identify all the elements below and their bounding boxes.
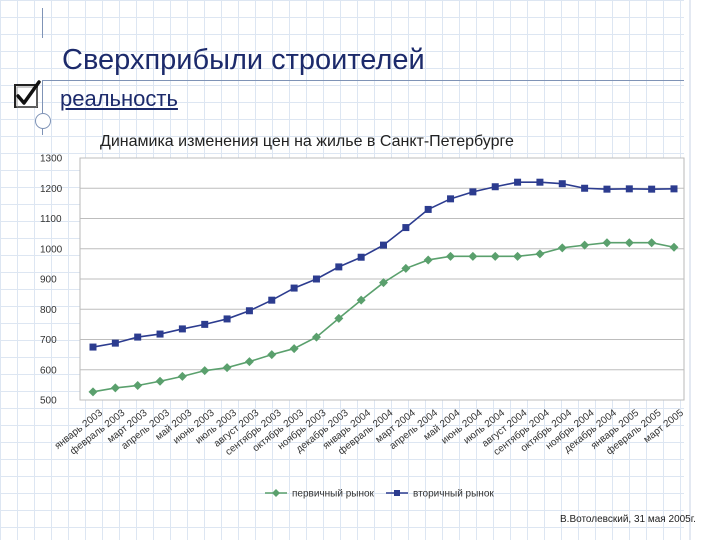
y-tick-label: 500 (40, 396, 57, 407)
y-tick-label: 1100 (40, 214, 62, 225)
data-point (244, 357, 254, 367)
y-tick-label: 800 (40, 305, 57, 316)
legend-marker (394, 490, 400, 496)
decorative-line (42, 80, 720, 81)
data-point (625, 185, 633, 193)
data-point (468, 251, 478, 261)
legend-label: первичный рынок (292, 489, 375, 500)
data-point (424, 205, 432, 213)
data-point (356, 295, 366, 305)
data-point (580, 240, 590, 250)
y-tick-label: 1200 (40, 184, 63, 195)
data-point (401, 263, 411, 273)
data-point (268, 296, 276, 304)
checkbox-checked-icon (14, 80, 41, 108)
data-point (379, 278, 388, 288)
data-point (245, 307, 253, 315)
data-point (469, 188, 477, 196)
slide-subtitle: реальность (60, 86, 178, 111)
decorative-line (42, 8, 43, 38)
slide-right-border (684, 0, 720, 540)
y-tick-label: 600 (40, 365, 57, 376)
data-point (557, 243, 567, 253)
data-point (670, 185, 678, 193)
data-point (669, 242, 679, 252)
data-point (289, 344, 299, 354)
data-point (513, 251, 523, 261)
data-point (334, 313, 344, 323)
data-point (558, 180, 566, 188)
chart-title: Динамика изменения цен на жилье в Санкт-… (100, 133, 514, 150)
data-point (447, 195, 455, 203)
data-point (357, 253, 365, 261)
data-point (535, 249, 545, 259)
data-point (603, 185, 611, 193)
data-point (312, 275, 320, 283)
data-point (267, 350, 277, 360)
data-point (133, 380, 143, 390)
data-point (155, 376, 165, 386)
data-point (536, 178, 544, 186)
legend-label: вторичный рынок (413, 489, 494, 500)
y-tick-label: 1300 (40, 154, 63, 165)
data-point (446, 251, 456, 261)
data-point (89, 343, 97, 351)
data-point (380, 241, 387, 249)
data-point (581, 184, 589, 192)
data-point (156, 330, 164, 338)
data-point (177, 371, 187, 381)
data-point (647, 238, 657, 248)
data-point (222, 363, 232, 373)
data-point (88, 387, 98, 397)
slide-title: Сверхприбыли строителей (62, 44, 425, 76)
decorative-line (42, 80, 43, 135)
data-point (110, 383, 120, 393)
data-point (178, 325, 186, 333)
author-note: В.Вотолевский, 31 мая 2005г. (560, 514, 696, 525)
data-point (290, 284, 298, 292)
data-point (423, 255, 433, 265)
data-point (223, 315, 231, 323)
data-point (200, 366, 210, 376)
data-point (111, 339, 119, 347)
y-tick-label: 1000 (40, 244, 63, 255)
data-point (134, 333, 142, 341)
data-point (335, 263, 343, 271)
data-point (402, 224, 410, 232)
data-point (490, 251, 500, 261)
data-point (491, 183, 499, 191)
data-point (514, 178, 522, 186)
y-tick-label: 700 (40, 335, 57, 346)
data-point (311, 332, 321, 342)
data-point (602, 238, 612, 248)
legend-marker (272, 489, 280, 497)
data-point (624, 238, 634, 248)
data-point (648, 185, 656, 193)
y-tick-label: 900 (40, 275, 57, 286)
crosshair-icon (35, 113, 51, 129)
data-point (201, 320, 209, 328)
